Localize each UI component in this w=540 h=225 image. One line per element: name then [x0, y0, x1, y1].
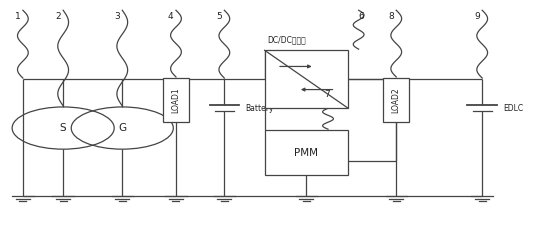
Text: 3: 3 [114, 12, 120, 21]
Text: EDLC: EDLC [503, 104, 524, 112]
Text: LOAD1: LOAD1 [172, 88, 180, 113]
Text: 8: 8 [388, 12, 394, 21]
Text: G: G [118, 123, 126, 133]
Bar [265, 130, 348, 175]
Text: S: S [60, 123, 66, 133]
Text: 5: 5 [216, 12, 222, 21]
Bar [265, 50, 348, 108]
Bar [383, 78, 409, 122]
Text: 9: 9 [474, 12, 480, 21]
Text: 4: 4 [168, 12, 173, 21]
Text: 1: 1 [15, 12, 21, 21]
Text: LOAD2: LOAD2 [392, 88, 401, 113]
Bar [163, 78, 189, 122]
Text: 2: 2 [55, 12, 60, 21]
Text: 7: 7 [323, 90, 329, 99]
Text: 6: 6 [359, 12, 364, 21]
Text: Battery: Battery [246, 104, 274, 112]
Text: PMM: PMM [294, 148, 318, 157]
Text: DC/DC变换器: DC/DC变换器 [267, 36, 306, 45]
